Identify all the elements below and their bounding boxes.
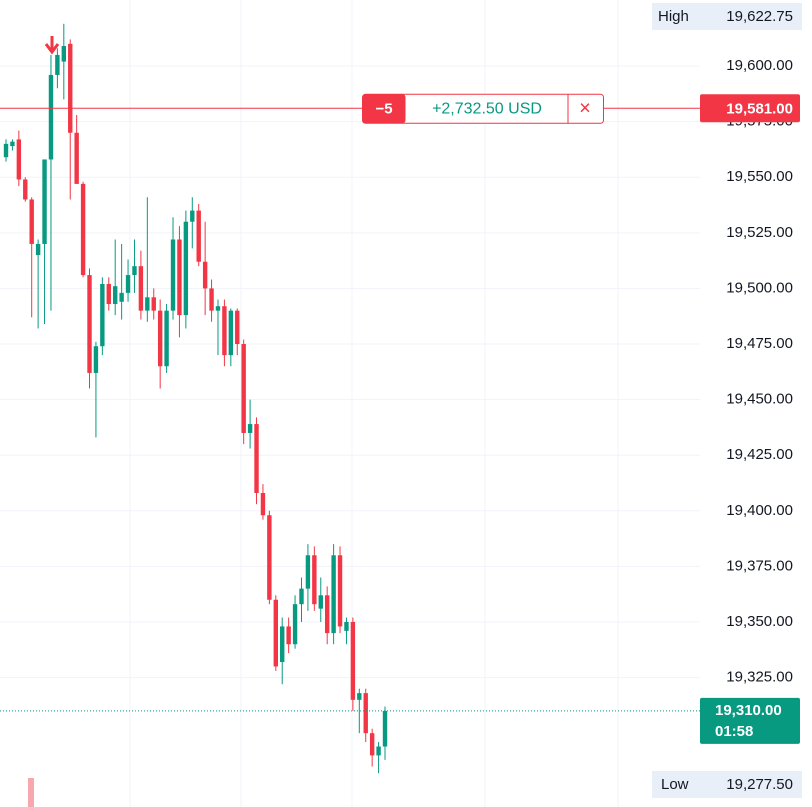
candle-body bbox=[125, 275, 131, 293]
candle-body bbox=[312, 555, 317, 605]
candle-body bbox=[324, 595, 330, 634]
y-tick-label: 19,350.00 bbox=[726, 613, 793, 630]
candle-body bbox=[80, 183, 86, 276]
grid bbox=[0, 65, 700, 679]
candle-body bbox=[344, 621, 349, 631]
candle-body bbox=[3, 143, 9, 158]
y-tick-label: 19,500.00 bbox=[726, 279, 793, 296]
candle-body bbox=[170, 239, 176, 311]
y-tick-label: 19,425.00 bbox=[726, 446, 793, 463]
quantity-box bbox=[362, 94, 406, 124]
candle-body bbox=[215, 306, 221, 311]
candle-body bbox=[209, 288, 214, 311]
position-price-box bbox=[700, 94, 800, 123]
candle-body bbox=[16, 139, 22, 180]
candle-body bbox=[331, 555, 336, 634]
candle-body bbox=[100, 283, 105, 347]
candle-body bbox=[164, 310, 169, 367]
high-label: High bbox=[658, 8, 689, 25]
candle-body bbox=[157, 310, 163, 367]
close-button[interactable]: × bbox=[579, 98, 591, 120]
countdown: 01:58 bbox=[715, 723, 753, 740]
y-tick-label: 19,550.00 bbox=[726, 168, 793, 185]
candle-body bbox=[228, 310, 234, 356]
candle-body bbox=[132, 266, 137, 276]
high-value: 19,622.75 bbox=[726, 8, 793, 25]
candle-body bbox=[382, 710, 388, 747]
candle-body bbox=[35, 243, 41, 256]
candle-body bbox=[357, 693, 362, 700]
low-box bbox=[652, 771, 802, 798]
candle-body bbox=[241, 344, 246, 433]
candle-body bbox=[68, 43, 73, 133]
candle-body bbox=[48, 74, 54, 160]
y-tick-label: 19,400.00 bbox=[726, 502, 793, 519]
candle-body bbox=[247, 424, 253, 433]
y-tick-label: 19,375.00 bbox=[726, 557, 793, 574]
candle-body bbox=[10, 141, 15, 147]
candle-body bbox=[55, 54, 60, 75]
candle-body bbox=[196, 210, 201, 262]
candle-body bbox=[254, 424, 259, 494]
candle-body bbox=[151, 297, 156, 311]
high-box bbox=[652, 3, 802, 30]
candle-body bbox=[42, 159, 47, 244]
candle-body bbox=[119, 292, 124, 302]
candle-body bbox=[74, 132, 79, 184]
candle-body bbox=[190, 210, 195, 222]
overlay: 19,310.00 01:58 −5 +2,732.50 USD × 19,581.00 bbox=[0, 93, 800, 744]
candle-body bbox=[337, 555, 343, 627]
position-pnl: +2,732.50 USD bbox=[432, 101, 542, 118]
y-tick-label: 19,325.00 bbox=[726, 669, 793, 686]
low-value: 19,277.50 bbox=[726, 776, 793, 793]
candle-body bbox=[183, 221, 189, 316]
position-price-label: 19,581.00 bbox=[726, 100, 793, 117]
candle-body bbox=[145, 297, 150, 311]
volume-bar bbox=[28, 778, 34, 807]
candle-body bbox=[29, 199, 34, 244]
current-price-label: 19,310.00 bbox=[715, 702, 782, 719]
low-label: Low bbox=[661, 776, 689, 793]
candle-body bbox=[273, 599, 278, 667]
candle-body bbox=[350, 621, 356, 700]
candles bbox=[3, 23, 388, 774]
candle-body bbox=[222, 306, 227, 356]
y-tick-label: 19,600.00 bbox=[726, 57, 793, 74]
candle-body bbox=[177, 239, 182, 316]
candle-body bbox=[113, 286, 118, 304]
candle-body bbox=[292, 604, 298, 645]
current-price-box bbox=[700, 697, 800, 744]
candle-body bbox=[363, 693, 368, 734]
candle-body bbox=[286, 626, 291, 645]
candle-body bbox=[93, 346, 99, 373]
candle-body bbox=[369, 733, 375, 756]
y-tick-label: 19,525.00 bbox=[726, 224, 793, 241]
sell-marker bbox=[44, 36, 60, 55]
position-quantity: −5 bbox=[375, 100, 392, 117]
y-tick-label: 19,475.00 bbox=[726, 335, 793, 352]
candle-body bbox=[87, 275, 92, 373]
candle-body bbox=[138, 266, 144, 311]
candle-body bbox=[106, 283, 111, 304]
candle-body bbox=[61, 46, 67, 62]
candle-body bbox=[318, 595, 323, 609]
y-tick-label: 19,450.00 bbox=[726, 391, 793, 408]
candle-body bbox=[376, 746, 381, 756]
candle-body bbox=[305, 555, 311, 589]
candle-body bbox=[202, 261, 208, 289]
candle-body bbox=[280, 626, 285, 663]
candle-body bbox=[23, 179, 28, 200]
candle-body bbox=[235, 310, 240, 345]
candle-body bbox=[299, 588, 304, 605]
candle-body bbox=[260, 493, 266, 516]
candle-body bbox=[267, 515, 272, 600]
